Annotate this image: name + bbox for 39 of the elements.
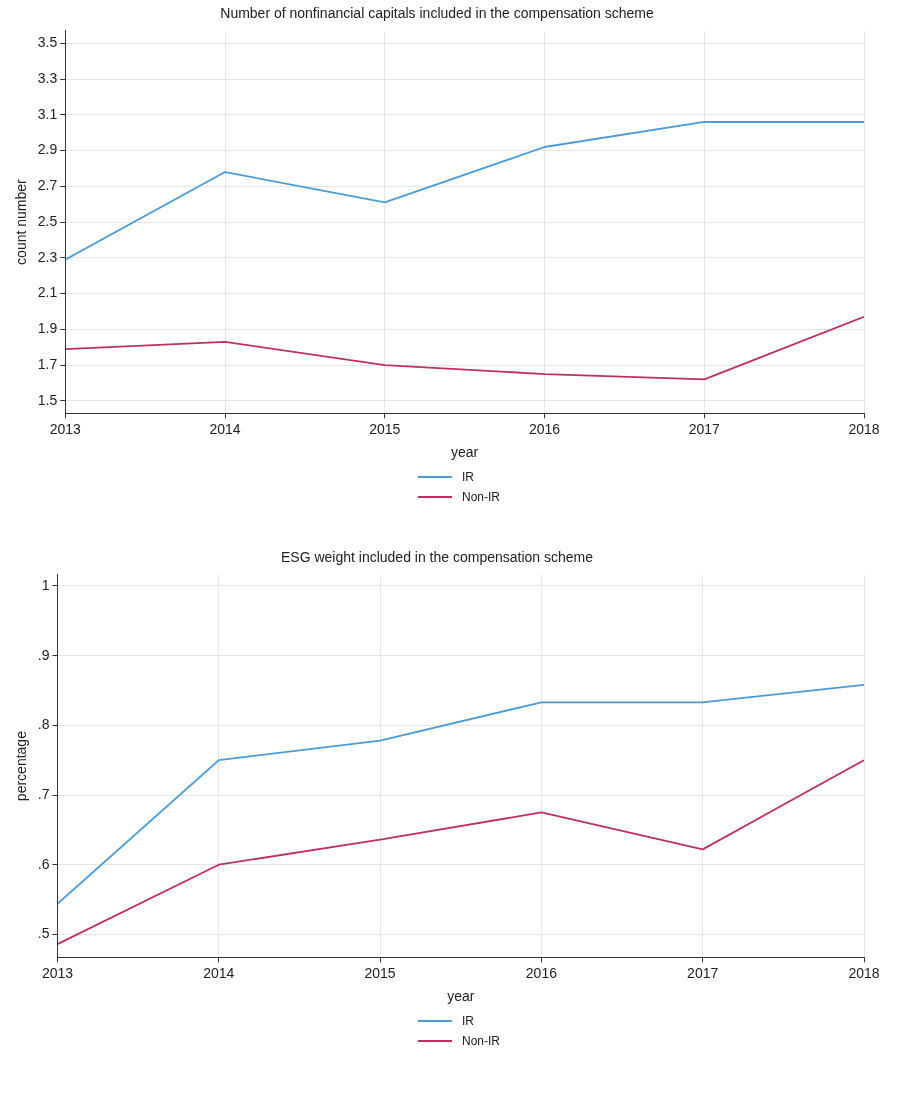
y-tick-label: 2.9 xyxy=(37,141,58,158)
y-tick-label: .5 xyxy=(37,925,50,942)
y-tick-label: 1.7 xyxy=(37,355,58,372)
y-axis-title: percentage xyxy=(13,730,30,802)
x-tick-label: 2018 xyxy=(848,964,880,981)
y-tick-label: 2.1 xyxy=(37,284,58,301)
x-tick-label: 2013 xyxy=(41,964,74,981)
x-tick-label: 2018 xyxy=(848,420,880,437)
y-axis-title: count number xyxy=(13,178,30,265)
y-tick-label: .6 xyxy=(37,855,50,872)
y-tick-label: 3.1 xyxy=(37,105,58,122)
y-tick-label: 2.5 xyxy=(37,212,58,229)
y-tick-label: .9 xyxy=(37,646,50,663)
x-tick-label: 2014 xyxy=(209,420,241,437)
legend-label: Non-IR xyxy=(462,1034,501,1048)
legend-label: IR xyxy=(462,1014,474,1028)
y-tick-label: 1.5 xyxy=(37,391,58,408)
x-tick-label: 2017 xyxy=(687,964,719,981)
y-tick-label: 3.3 xyxy=(37,69,58,86)
y-tick-label: 1 xyxy=(41,576,50,593)
y-tick-label: .7 xyxy=(37,785,50,802)
x-tick-label: 2015 xyxy=(369,420,401,437)
legend-label: Non-IR xyxy=(462,490,501,504)
x-axis-title: year xyxy=(447,988,475,1005)
x-tick-label: 2015 xyxy=(364,964,396,981)
x-tick-label: 2014 xyxy=(203,964,235,981)
x-tick-label: 2016 xyxy=(528,420,561,437)
chart-title: Number of nonfinancial capitals included in the compensation scheme xyxy=(220,5,654,22)
legend-label: IR xyxy=(462,470,474,484)
y-tick-label: 1.9 xyxy=(37,320,58,337)
y-tick-label: 3.5 xyxy=(37,34,58,51)
x-axis-title: year xyxy=(451,444,479,461)
y-tick-label: .8 xyxy=(37,716,50,733)
chart-title: ESG weight included in the compensation scheme xyxy=(280,549,594,566)
y-tick-label: 2.7 xyxy=(37,177,58,194)
x-tick-label: 2016 xyxy=(525,964,558,981)
y-tick-label: 2.3 xyxy=(37,248,58,265)
x-tick-label: 2013 xyxy=(49,420,82,437)
x-tick-label: 2017 xyxy=(688,420,721,437)
